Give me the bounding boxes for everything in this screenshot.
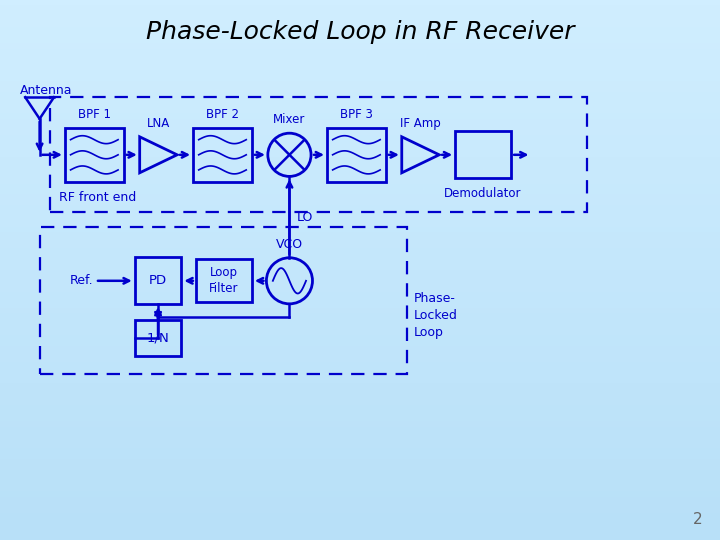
Text: 2: 2: [693, 512, 702, 527]
Bar: [135, 258, 181, 304]
Text: Phase-
Locked
Loop: Phase- Locked Loop: [414, 292, 458, 339]
Text: Mixer: Mixer: [274, 113, 305, 126]
Text: Antenna: Antenna: [20, 84, 73, 97]
Text: VCO: VCO: [276, 238, 303, 251]
Text: Demodulator: Demodulator: [444, 187, 522, 200]
Text: Ref.: Ref.: [69, 274, 93, 287]
Text: IF Amp: IF Amp: [400, 117, 441, 130]
Text: LO: LO: [297, 211, 313, 224]
Text: Loop
Filter: Loop Filter: [210, 266, 238, 295]
Bar: [50, 97, 587, 212]
Text: Phase-Locked Loop in RF Receiver: Phase-Locked Loop in RF Receiver: [145, 21, 575, 44]
Text: BPF 3: BPF 3: [340, 107, 373, 120]
Bar: [135, 320, 181, 356]
Bar: [65, 128, 124, 182]
Bar: [40, 227, 407, 374]
Text: 1/N: 1/N: [147, 332, 169, 345]
Text: RF front end: RF front end: [59, 191, 136, 204]
Text: BPF 1: BPF 1: [78, 107, 111, 120]
Text: PD: PD: [149, 274, 167, 287]
Bar: [193, 128, 252, 182]
Bar: [196, 259, 252, 302]
Text: BPF 2: BPF 2: [206, 107, 239, 120]
Text: LNA: LNA: [147, 117, 170, 130]
Bar: [455, 131, 511, 178]
Bar: [327, 128, 386, 182]
